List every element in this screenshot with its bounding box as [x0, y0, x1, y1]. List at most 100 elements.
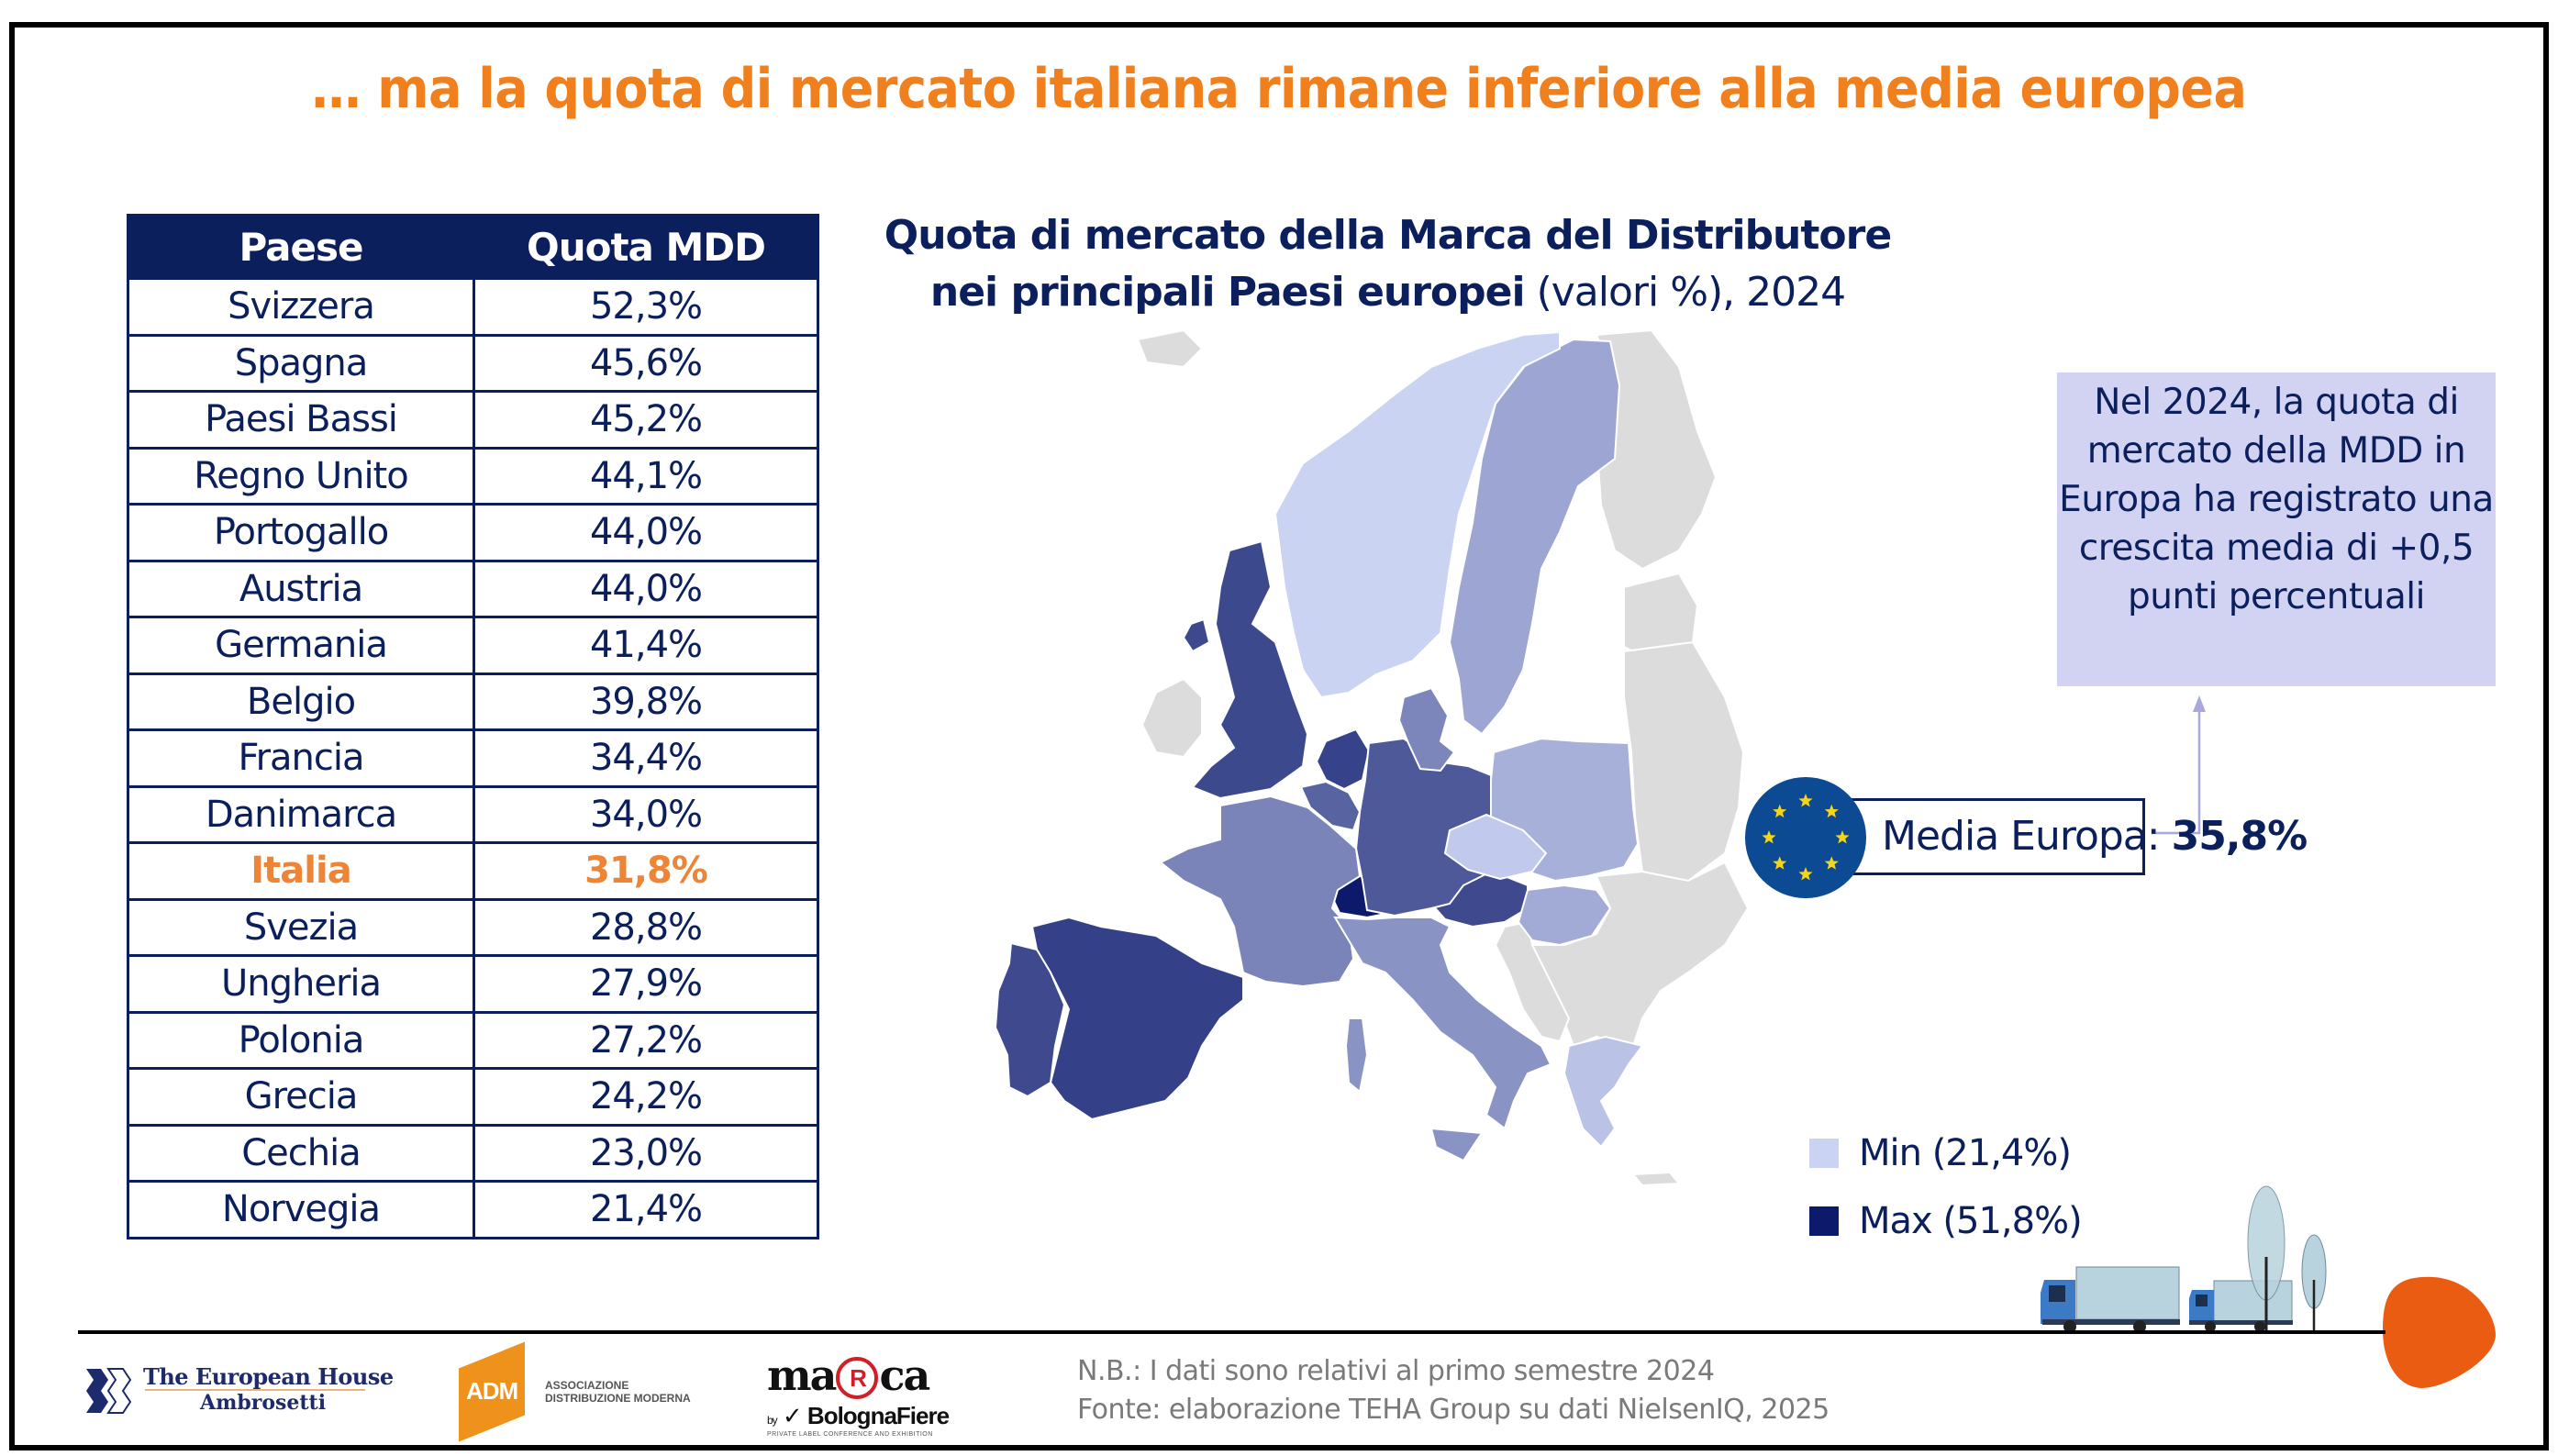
cell-share: 34,0%: [473, 784, 819, 844]
bolognafiere-wordmark: by ✓ BolognaFiere: [767, 1402, 950, 1429]
cell-country: Portogallo: [127, 503, 475, 562]
table-row: Polonia 27,2%: [127, 1010, 819, 1070]
registered-icon: R: [836, 1357, 879, 1399]
cell-country: Svizzera: [127, 277, 475, 337]
cell-share: 34,4%: [473, 728, 819, 788]
country-no-data: [1136, 328, 1204, 369]
cell-country: Paesi Bassi: [127, 390, 475, 450]
cell-share: 41,4%: [473, 616, 819, 675]
marca-tagline: PRIVATE LABEL CONFERENCE AND EXHIBITION: [767, 1431, 933, 1438]
eu-flag-icon: [1745, 777, 1866, 898]
table-row: Cechia 23,0%: [127, 1123, 819, 1183]
footer-divider: [78, 1330, 2386, 1334]
cell-country: Svezia: [127, 897, 475, 957]
slide-title: … ma la quota di mercato italiana rimane…: [311, 57, 2247, 121]
cell-country: Spagna: [127, 333, 475, 393]
table-row: Spagna 45,6%: [127, 333, 819, 393]
teha-emblem-icon: [86, 1368, 132, 1414]
cell-country: Italia: [127, 841, 475, 901]
legend-label-max: Max (51,8%): [1859, 1200, 2083, 1242]
table-row: Austria 44,0%: [127, 559, 819, 618]
non-data-countries: [1136, 328, 1750, 1187]
cell-country: Belgio: [127, 672, 475, 731]
table-row: Grecia 24,2%: [127, 1067, 819, 1127]
eu-star-icon: [1824, 804, 1839, 818]
cell-country: Danimarca: [127, 784, 475, 844]
footnote-note: N.B.: I dati sono relativi al primo seme…: [1077, 1355, 1715, 1387]
eu-star-icon: [1762, 830, 1776, 844]
truck-1-window: [2049, 1285, 2065, 1302]
country-no-data: [1630, 1171, 1682, 1187]
cell-country: Austria: [127, 559, 475, 618]
truck-2-wheel: [2254, 1321, 2265, 1332]
country-francia: Francia: 34.4: [1159, 795, 1362, 988]
legend-swatch-max: [1809, 1206, 1839, 1236]
eu-star-icon: [1773, 856, 1787, 870]
table-row: Svezia 28,8%: [127, 897, 819, 957]
cell-share: 44,1%: [473, 446, 819, 506]
country-belgio: Belgio: 39.8: [1299, 780, 1362, 832]
table-row: Francia 34,4%: [127, 728, 819, 788]
teha-logo-name: The European House: [143, 1363, 394, 1390]
map-title: Quota di mercato della Marca del Distrib…: [881, 207, 1895, 321]
arrow-up-icon: [2193, 695, 2206, 712]
growth-callout: Nel 2024, la quota di mercato della MDD …: [2057, 372, 2496, 686]
cell-country: Grecia: [127, 1067, 475, 1127]
country-spagna: Spagna: 45.6: [1030, 916, 1244, 1121]
truck-1-wheel: [2063, 1320, 2076, 1333]
legend-item-max: Max (51,8%): [1809, 1187, 2083, 1255]
eu-star-icon: [1798, 867, 1813, 881]
map-title-line-1: Quota di mercato della Marca del Distrib…: [884, 212, 1892, 259]
header-country: Paese: [127, 214, 475, 280]
teha-logo: The European House Ambrosetti: [81, 1363, 394, 1417]
table-row: Svizzera 52,3%: [127, 277, 819, 337]
legend-label-min: Min (21,4%): [1859, 1132, 2072, 1174]
country-no-data: [1623, 640, 1745, 883]
truck-1-wheel: [2133, 1320, 2146, 1333]
map-title-line-2-bold: nei principali Paesi europei: [929, 269, 1526, 316]
europe-average-box: Media Europa: 35,8%: [1842, 798, 2308, 875]
country-svezia: Svezia: 28.8: [1448, 338, 1621, 736]
country-italia: Italia: 31.8: [1333, 916, 1552, 1162]
cell-country: Polonia: [127, 1010, 475, 1070]
teha-logo-sub: Ambrosetti: [200, 1391, 327, 1415]
table-row: Norvegia 21,4%: [127, 1180, 819, 1239]
cell-share: 27,9%: [473, 954, 819, 1014]
cell-share: 44,0%: [473, 559, 819, 618]
cell-share: 45,2%: [473, 390, 819, 450]
country-norvegia: Norvegia: 21.4: [1273, 330, 1561, 699]
cell-share: 21,4%: [473, 1180, 819, 1239]
country-germania: Germania: 41.4: [1354, 737, 1496, 917]
eu-star-icon: [1824, 856, 1839, 870]
table-row: Italia 31,8%: [127, 841, 819, 901]
cell-share: 27,2%: [473, 1010, 819, 1070]
country-cechia: Cechia: 23: [1443, 813, 1548, 881]
slide-frame: [9, 22, 2549, 1450]
country-no-data: [1140, 677, 1203, 759]
table-row: Ungheria 27,9%: [127, 954, 819, 1014]
legend-swatch-min: [1809, 1139, 1839, 1168]
cell-country: Cechia: [127, 1123, 475, 1183]
cell-country: Germania: [127, 616, 475, 675]
country-regno-unito: Regno Unito: 44.1: [1182, 539, 1309, 800]
adm-logo-short: ADM: [466, 1377, 518, 1405]
table-row: Regno Unito 44,1%: [127, 446, 819, 506]
cell-country: Regno Unito: [127, 446, 475, 506]
adm-logo-full: ASSOCIAZIONE DISTRIBUZIONE MODERNA: [545, 1379, 691, 1405]
country-ungheria: Ungheria: 27.9: [1517, 884, 1612, 947]
truck-1-cargo: [2075, 1266, 2180, 1320]
adm-logo: ADM ASSOCIAZIONE DISTRIBUZIONE MODERNA: [459, 1341, 697, 1442]
map-legend: Min (21,4%) Max (51,8%): [1809, 1119, 2083, 1255]
cell-country: Francia: [127, 728, 475, 788]
europe-average-label: Media Europa:: [1882, 813, 2172, 860]
cell-country: Ungheria: [127, 954, 475, 1014]
cell-share: 28,8%: [473, 897, 819, 957]
eu-star-icon: [1835, 830, 1850, 844]
callout-connector-line: [2152, 708, 2201, 835]
table-row: Danimarca 34,0%: [127, 784, 819, 844]
table-header-row: Paese Quota MDD: [127, 214, 819, 280]
map-title-line-2-regular: (valori %), 2024: [1524, 269, 1847, 316]
cell-country: Norvegia: [127, 1180, 475, 1239]
table-row: Paesi Bassi 45,2%: [127, 390, 819, 450]
